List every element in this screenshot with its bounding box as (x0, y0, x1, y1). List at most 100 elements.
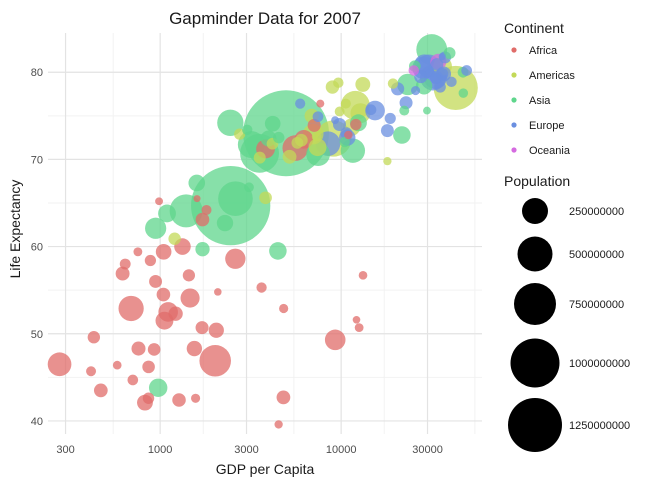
data-point-asia (145, 217, 167, 239)
legend-label-asia: Asia (529, 95, 551, 107)
y-axis-title: Life Expectancy (7, 180, 23, 279)
data-point-africa (142, 392, 155, 404)
x-tick-label: 1000 (148, 444, 172, 456)
data-point-africa (186, 340, 203, 357)
data-point-africa (87, 331, 101, 344)
data-point-asia (339, 136, 350, 148)
population-legend-title: Population (504, 173, 570, 189)
data-point-europe (429, 72, 442, 84)
population-legend-circle (517, 236, 553, 272)
data-point-europe (446, 76, 457, 88)
chart-title: Gapminder Data for 2007 (169, 9, 361, 28)
data-point-americas (387, 78, 399, 89)
data-points (47, 34, 478, 429)
data-point-africa (112, 360, 122, 370)
data-point-europe (380, 124, 394, 138)
legend-label-europe: Europe (529, 120, 564, 132)
data-point-americas (340, 98, 351, 109)
data-point-europe (365, 104, 377, 116)
data-point-asia (188, 174, 206, 192)
data-point-europe (411, 85, 421, 96)
data-point-africa (142, 360, 155, 374)
data-point-africa (155, 243, 172, 260)
x-tick-label: 300 (56, 444, 74, 456)
data-point-asia (393, 126, 411, 144)
data-point-africa (155, 197, 163, 206)
y-tick-label: 60 (31, 242, 43, 254)
data-point-americas (282, 149, 297, 164)
population-legend-circle (508, 398, 562, 452)
data-point-africa (256, 282, 267, 293)
population-legend-label: 500000000 (569, 249, 624, 261)
population-legend-label: 1250000000 (569, 420, 630, 432)
data-point-africa (133, 247, 143, 257)
data-point-asia (423, 106, 431, 115)
data-point-asia (399, 105, 410, 116)
data-point-africa (214, 288, 222, 296)
data-point-americas (253, 151, 266, 164)
data-point-africa (201, 204, 212, 215)
data-point-africa (307, 118, 321, 132)
y-tick-label: 40 (31, 416, 43, 428)
data-point-asia (244, 182, 254, 193)
data-point-asia (269, 242, 287, 260)
data-point-asia (241, 124, 253, 135)
data-point-europe (434, 81, 446, 93)
data-point-americas (334, 106, 345, 117)
continent-legend: Continent Africa Americas Asia Europe Oceani… (504, 20, 575, 157)
data-point-africa (195, 212, 210, 227)
x-axis-title: GDP per Capita (216, 461, 315, 477)
legend-swatch-oceania (511, 147, 517, 153)
data-point-europe (461, 65, 473, 76)
x-tick-label: 3000 (234, 444, 258, 456)
data-point-africa (199, 344, 231, 377)
legend-swatch-europe (511, 122, 517, 128)
data-point-africa (225, 248, 246, 269)
population-legend-circle (514, 283, 556, 325)
data-point-americas (311, 131, 322, 142)
data-point-europe (438, 52, 446, 61)
data-point-africa (324, 329, 346, 351)
data-point-africa (156, 287, 171, 302)
data-point-africa (144, 254, 157, 267)
data-point-americas (383, 156, 392, 166)
data-point-africa (316, 99, 325, 108)
data-point-africa (180, 288, 200, 308)
y-tick-label: 80 (31, 67, 43, 79)
population-legend-circle (510, 338, 560, 388)
data-point-africa (208, 322, 224, 338)
data-point-africa (350, 118, 362, 131)
data-point-asia (195, 242, 210, 257)
data-point-africa (93, 383, 108, 398)
data-point-americas (355, 76, 371, 92)
data-point-asia (443, 47, 456, 59)
data-point-americas (168, 232, 181, 245)
data-point-americas (291, 136, 304, 149)
data-point-europe (384, 112, 396, 124)
data-point-africa (149, 274, 163, 288)
population-legend-label: 1000000000 (569, 358, 630, 370)
legend-label-africa: Africa (529, 45, 558, 57)
data-point-europe (331, 116, 339, 125)
legend-label-americas: Americas (529, 70, 575, 82)
data-point-africa (191, 393, 201, 403)
data-point-europe (430, 58, 444, 71)
legend-label-oceania: Oceania (529, 145, 571, 157)
legend-swatch-americas (511, 72, 517, 78)
data-point-africa (279, 303, 289, 314)
data-point-africa (115, 266, 130, 281)
data-point-africa (118, 295, 144, 322)
data-point-asia (216, 214, 234, 232)
data-point-africa (147, 343, 161, 356)
population-legend-circle (522, 198, 548, 224)
data-point-africa (172, 393, 186, 407)
data-point-africa (131, 341, 146, 356)
data-point-africa (195, 321, 209, 335)
data-point-africa (168, 306, 183, 321)
data-point-africa (358, 271, 368, 280)
data-point-asia (458, 88, 469, 98)
x-tick-label: 30000 (412, 444, 443, 456)
data-point-africa (274, 420, 283, 429)
data-point-europe (295, 98, 306, 109)
